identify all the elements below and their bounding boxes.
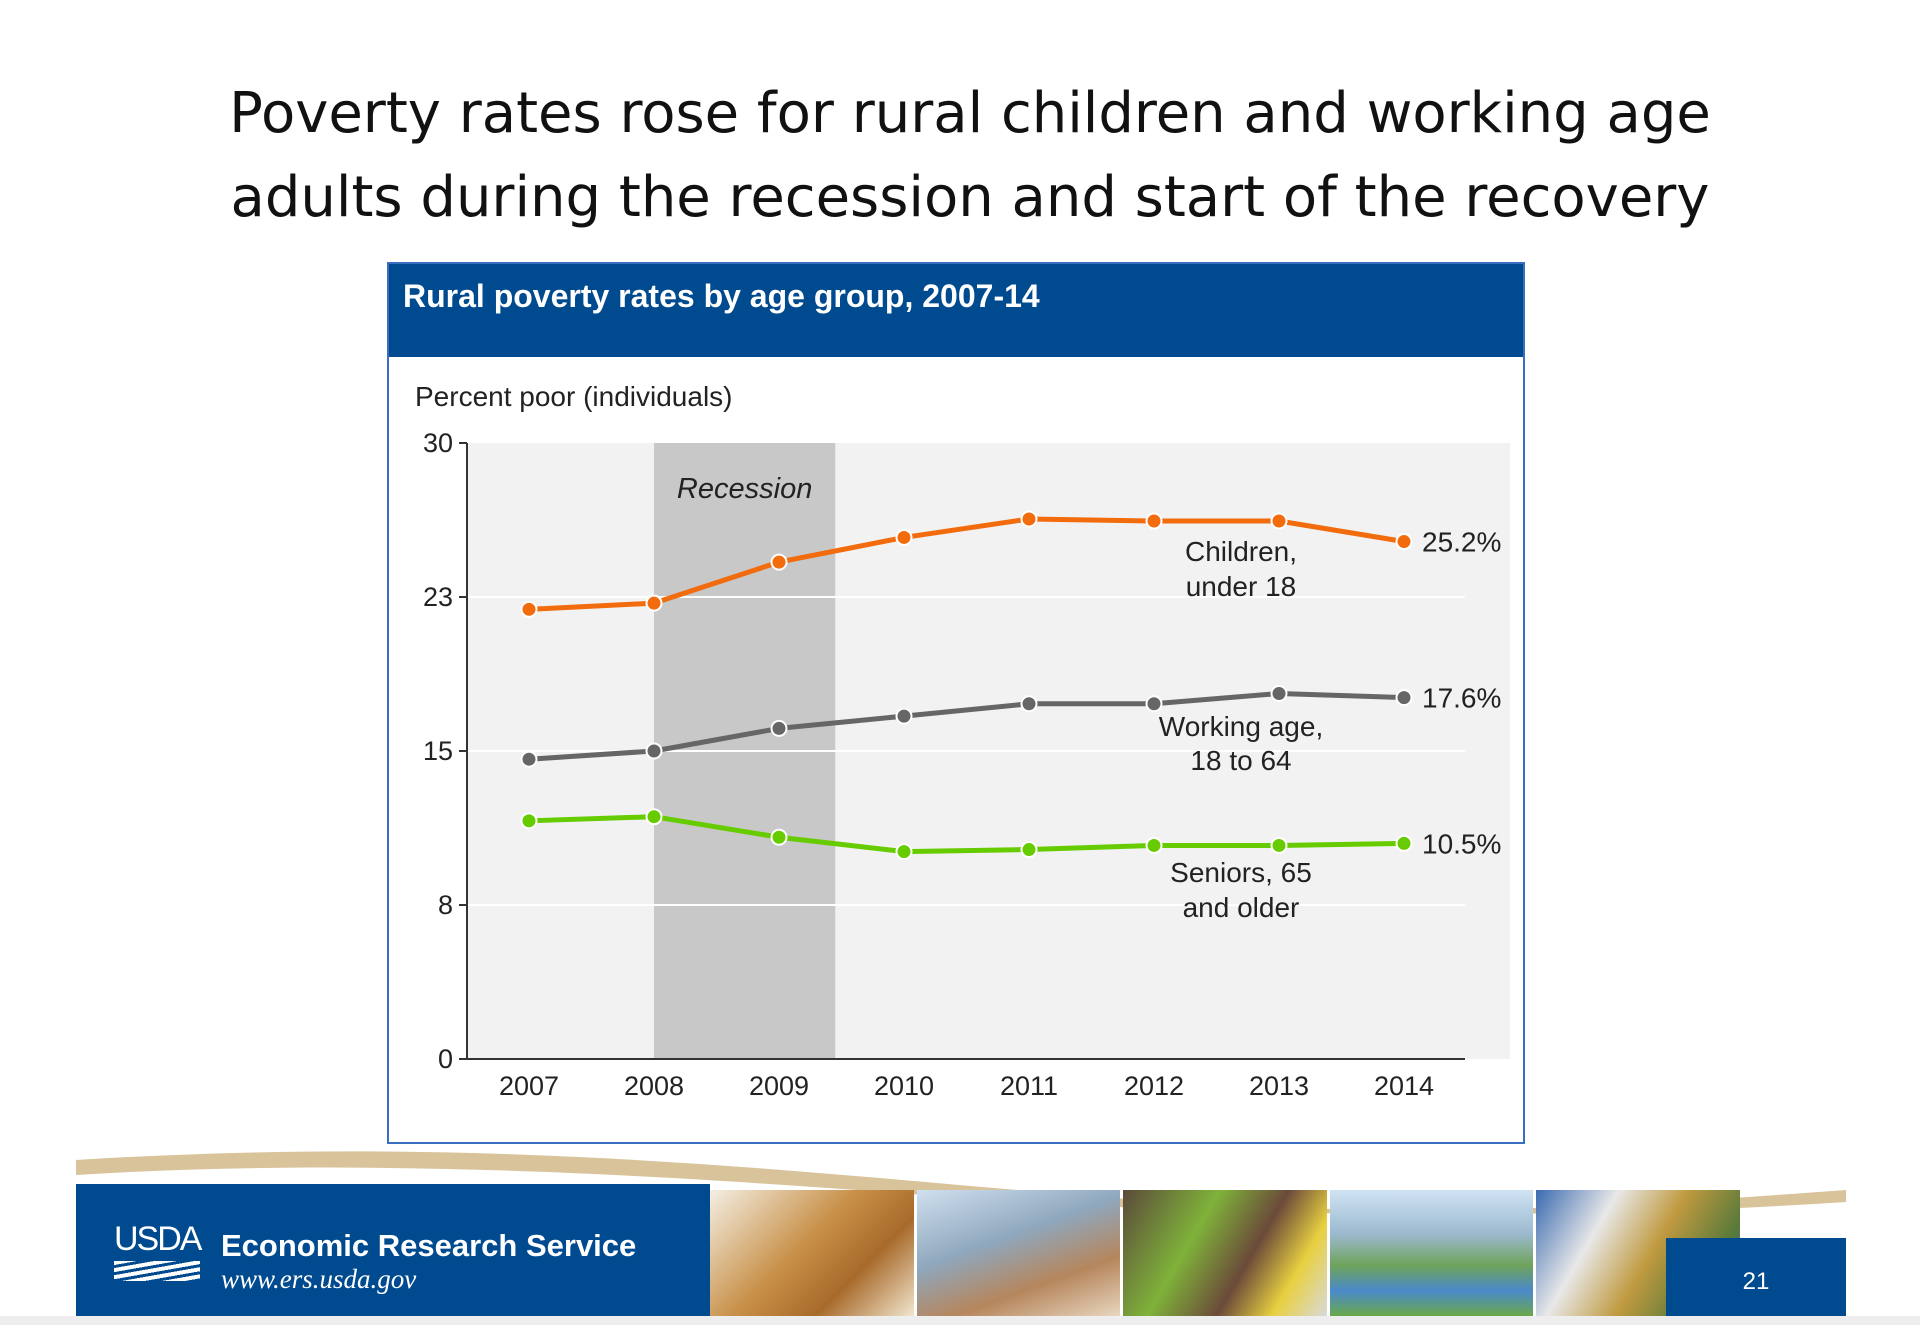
cargo-ship-photo (916, 1190, 1121, 1316)
data-point (520, 750, 538, 768)
data-point (520, 812, 538, 830)
usda-logo-mark (114, 1261, 200, 1281)
data-point (645, 742, 663, 760)
data-point (1395, 834, 1413, 852)
x-tick-label: 2011 (1000, 1071, 1058, 1101)
x-tick-label: 2014 (1374, 1071, 1434, 1101)
page-number-box: 21 (1666, 1238, 1846, 1316)
y-tick-label: 0 (438, 1044, 453, 1074)
data-point (1270, 836, 1288, 854)
y-tick-label: 30 (423, 428, 453, 458)
x-tick-label: 2007 (499, 1071, 559, 1101)
data-point (1395, 689, 1413, 707)
data-point (895, 707, 913, 725)
x-tick-label: 2012 (1124, 1071, 1184, 1101)
line-chart: Recession 0 8 15 23 30 Percent poor (individua… (415, 381, 1510, 1101)
y-tick-label: 15 (423, 736, 453, 766)
end-value-label: 10.5% (1422, 828, 1501, 859)
slide-title-line-1: Poverty rates rose for rural children an… (229, 81, 1711, 146)
data-point (770, 828, 788, 846)
y-tick-label: 23 (423, 582, 453, 612)
series-line-1 (528, 691, 1405, 762)
chart-title: Rural poverty rates by age group, 2007-1… (403, 278, 1040, 314)
footer-banner: USDA Economic Research Service www.ers.u… (76, 1140, 1846, 1316)
page-number: 21 (1742, 1268, 1770, 1295)
wheat-photo (710, 1190, 914, 1316)
y-axis-label: Percent poor (individuals) (415, 381, 733, 412)
end-value-label: 17.6% (1422, 683, 1501, 714)
footer-wave (76, 1151, 1846, 1215)
series-label: Working age, (1159, 711, 1323, 742)
usda-logo: USDA (114, 1220, 202, 1281)
data-point (895, 528, 913, 546)
x-tick-label: 2013 (1249, 1071, 1309, 1101)
slide-title: Poverty rates rose for rural children an… (150, 72, 1790, 240)
data-point (1020, 510, 1038, 528)
data-point (1270, 512, 1288, 530)
data-point (1020, 695, 1038, 713)
series-label: under 18 (1186, 571, 1297, 602)
data-point (1145, 695, 1163, 713)
chart-header: Rural poverty rates by age group, 2007-1… (389, 264, 1523, 357)
y-tick-label: 8 (438, 890, 453, 920)
x-tick-label: 2008 (624, 1071, 684, 1101)
series-label: Children, (1185, 536, 1297, 567)
series-label: Seniors, 65 (1170, 857, 1312, 888)
usda-logo-text: USDA (114, 1220, 202, 1258)
chart-panel: Rural poverty rates by age group, 2007-1… (387, 262, 1525, 1144)
data-point (645, 594, 663, 612)
data-point (1145, 512, 1163, 530)
data-point (1395, 533, 1413, 551)
bottom-strip (0, 1316, 1920, 1325)
data-point (1020, 841, 1038, 859)
data-point (895, 843, 913, 861)
data-point (645, 808, 663, 826)
wetland-photo (1329, 1190, 1534, 1316)
data-point (520, 600, 538, 618)
footer-photo-strip (710, 1190, 1740, 1316)
end-value-label: 25.2% (1422, 527, 1501, 558)
data-point (1270, 685, 1288, 703)
data-point (770, 553, 788, 571)
org-url: www.ers.usda.gov (221, 1264, 417, 1294)
data-point (770, 719, 788, 737)
recession-label: Recession (677, 473, 812, 505)
x-tick-label: 2009 (749, 1071, 809, 1101)
series-label: 18 to 64 (1190, 745, 1291, 776)
x-tick-label: 2010 (874, 1071, 934, 1101)
org-name: Economic Research Service (221, 1228, 637, 1263)
data-point (1145, 836, 1163, 854)
series-line-2 (528, 814, 1405, 855)
slide-title-line-2: adults during the recession and start of… (230, 165, 1710, 230)
series-line-0 (528, 516, 1405, 612)
produce-market-photo (1123, 1190, 1327, 1316)
series-label: and older (1183, 892, 1300, 923)
footer-brand-area (76, 1184, 710, 1316)
